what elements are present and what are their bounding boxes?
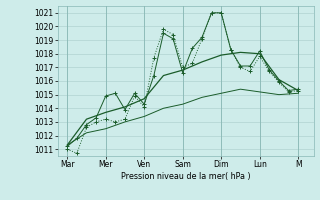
X-axis label: Pression niveau de la mer( hPa ): Pression niveau de la mer( hPa ) bbox=[121, 172, 251, 181]
